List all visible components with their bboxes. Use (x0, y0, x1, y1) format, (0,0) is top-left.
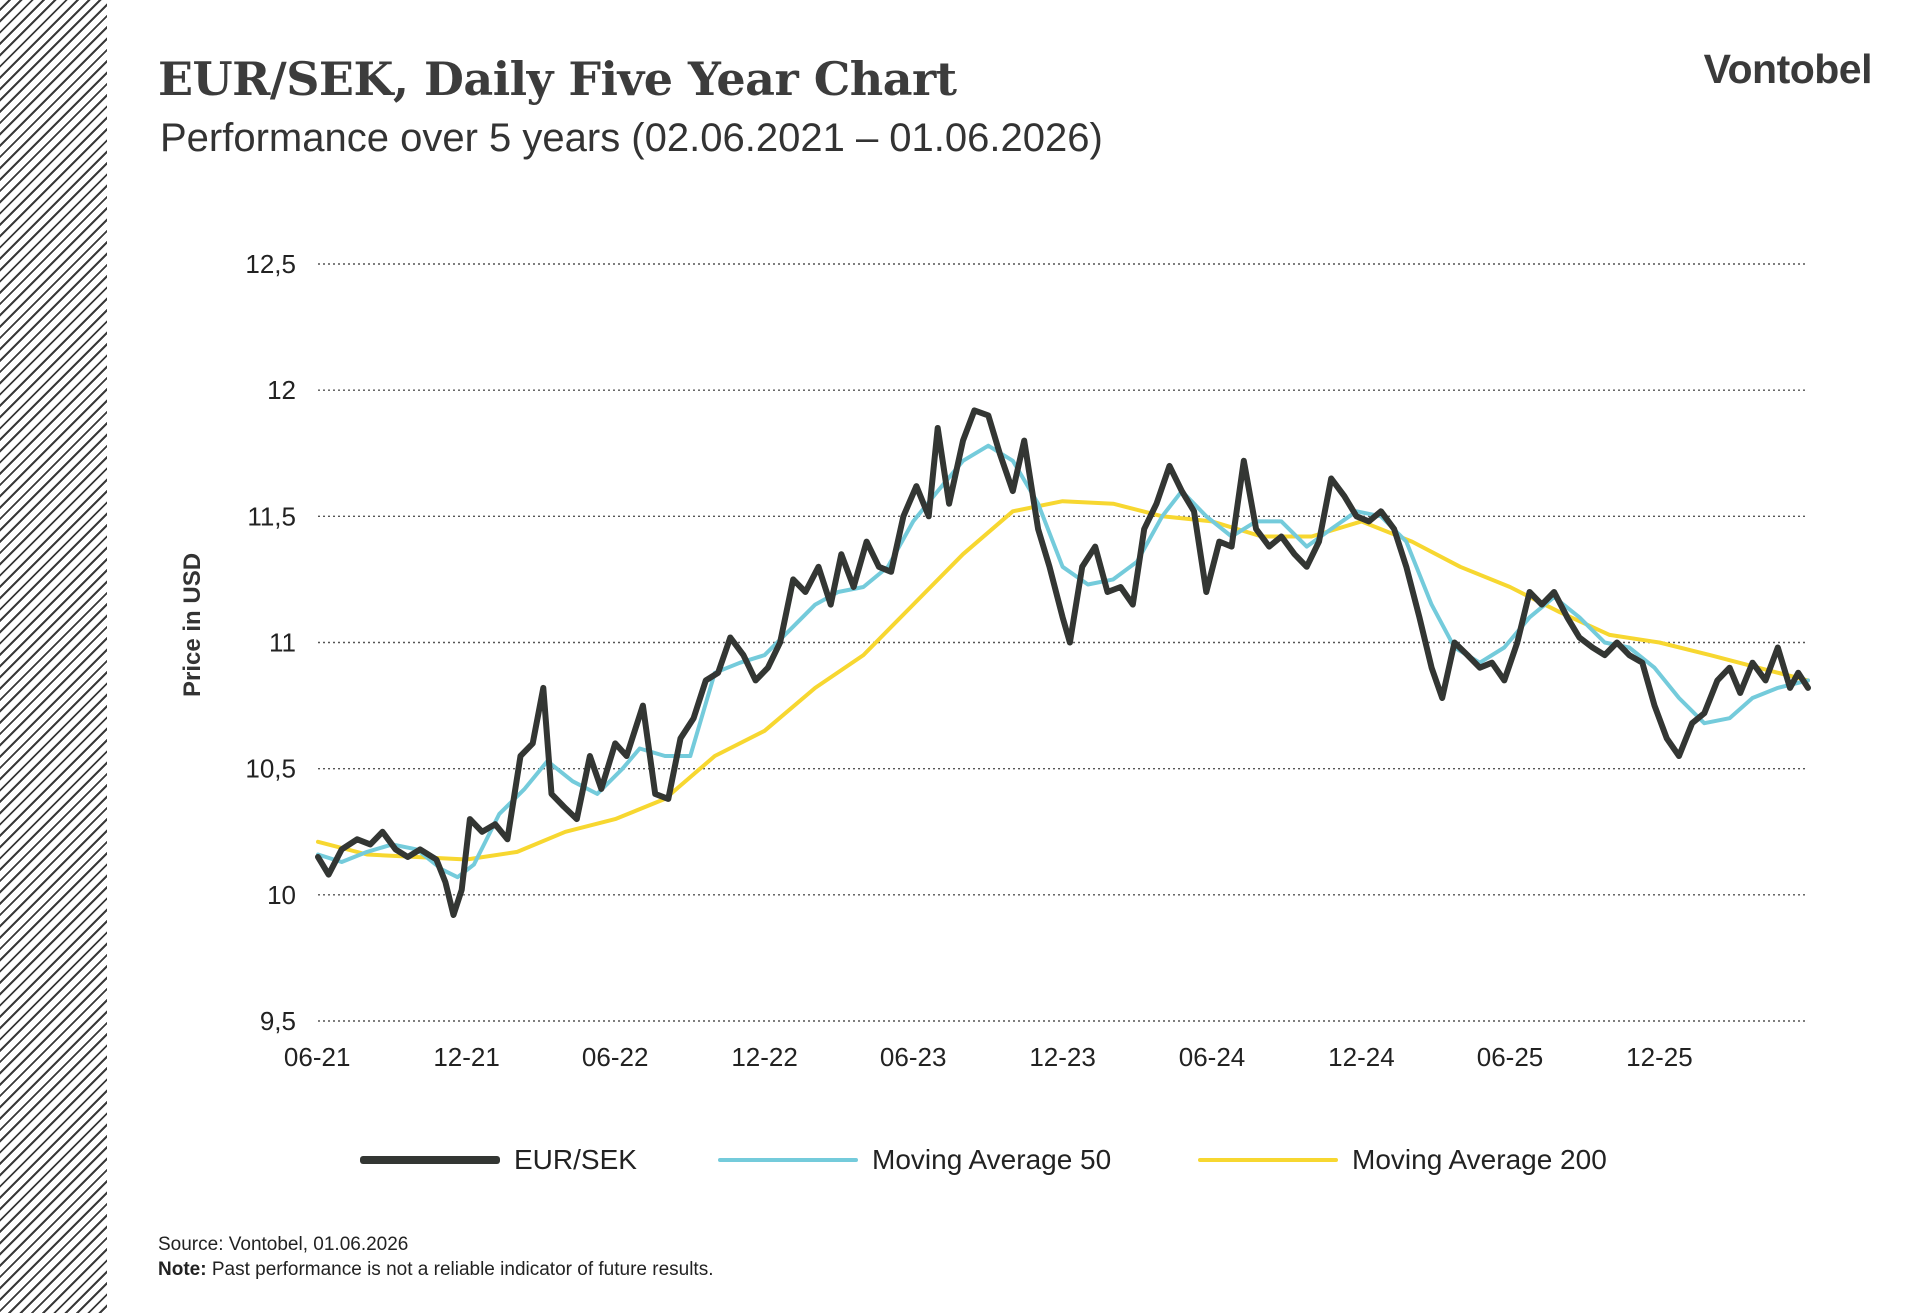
chart-title: EUR/SEK, Daily Five Year Chart (158, 52, 957, 106)
legend-swatch-ma200 (1198, 1158, 1338, 1162)
series-layer (315, 407, 1811, 918)
legend-item-ma200: Moving Average 200 (1198, 1140, 1607, 1180)
x-tick-label: 06-23 (880, 1042, 947, 1072)
chart-legend: EUR/SEK Moving Average 50 Moving Average… (0, 1140, 1920, 1180)
series-ma50-line (316, 443, 1810, 880)
y-tick-label: 12 (267, 375, 296, 405)
y-tick-label: 9,5 (260, 1006, 296, 1036)
legend-swatch-ma50 (718, 1158, 858, 1162)
x-tick-label: 12-21 (433, 1042, 500, 1072)
x-tick-label: 06-24 (1179, 1042, 1246, 1072)
legend-item-ma50: Moving Average 50 (718, 1140, 1111, 1180)
note-label: Note: (158, 1259, 207, 1280)
legend-label-eursek: EUR/SEK (514, 1144, 637, 1175)
chart-subtitle: Performance over 5 years (02.06.2021 – 0… (160, 116, 1103, 160)
legend-label-ma200: Moving Average 200 (1352, 1144, 1607, 1175)
x-tick-labels: 06-21 12-21 06-22 12-22 06-23 12-23 06-24 12-24… (284, 1042, 1693, 1072)
x-tick-label: 12-23 (1029, 1042, 1096, 1072)
note-text: Note: Past performance is not a reliable… (158, 1259, 713, 1281)
y-tick-label: 11 (269, 628, 296, 658)
y-tick-labels: 9,5 10 10,5 11 11,5 12 12,5 (245, 249, 296, 1036)
y-axis-label: Price in USD (179, 553, 206, 697)
x-tick-label: 06-21 (284, 1042, 351, 1072)
x-tick-label: 12-22 (731, 1042, 798, 1072)
legend-item-eursek: EUR/SEK (360, 1140, 637, 1180)
x-tick-label: 06-22 (582, 1042, 649, 1072)
legend-swatch-eursek (360, 1156, 500, 1164)
hatched-side-band (0, 0, 107, 1313)
series-ma200-line (316, 499, 1810, 862)
x-tick-label: 12-24 (1328, 1042, 1395, 1072)
y-tick-label: 12,5 (245, 249, 296, 279)
legend-label-ma50: Moving Average 50 (872, 1144, 1112, 1175)
grid-layer (318, 263, 1808, 1022)
y-tick-label: 10 (267, 880, 296, 910)
y-tick-label: 11,5 (247, 501, 296, 531)
y-tick-label: 10,5 (245, 754, 296, 784)
series-eursek-line (315, 407, 1811, 918)
note-body: Past performance is not a reliable indic… (206, 1259, 714, 1280)
x-tick-label: 06-25 (1477, 1042, 1544, 1072)
source-text: Source: Vontobel, 01.06.2026 (158, 1234, 409, 1255)
brand-logo: Vontobel (1703, 46, 1873, 92)
x-tick-label: 12-25 (1626, 1042, 1693, 1072)
